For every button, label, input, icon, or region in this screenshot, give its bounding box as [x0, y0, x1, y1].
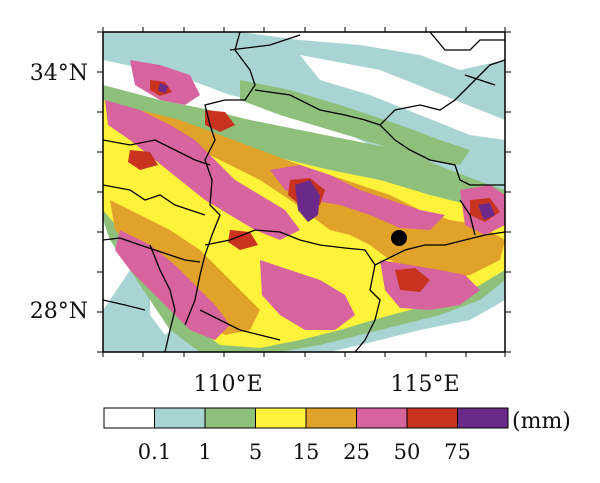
legend-color-bar	[103, 407, 509, 429]
legend-swatch-3	[255, 407, 307, 429]
axis-ticks	[97, 27, 511, 357]
legend: 0.1 1 5 15 25 50 75 (mm)	[103, 407, 571, 464]
legend-threshold-labels: 0.1 1 5 15 25 50 75	[138, 440, 471, 464]
lat-label-28n: 28°N	[30, 299, 88, 324]
legend-unit: (mm)	[512, 409, 571, 434]
province-borders	[103, 32, 505, 352]
legend-swatch-0	[103, 407, 155, 429]
legend-swatch-5	[356, 407, 408, 429]
legend-label-2: 5	[249, 440, 262, 464]
legend-swatch-6	[406, 407, 458, 429]
rain-over-75mm	[158, 83, 495, 222]
legend-label-4: 25	[343, 440, 370, 464]
location-dot-icon	[391, 230, 407, 246]
lon-label-110e: 110°E	[193, 372, 262, 397]
legend-label-5: 50	[394, 440, 421, 464]
map-frame	[102, 31, 506, 353]
legend-swatch-2	[204, 407, 256, 429]
lat-label-34n: 34°N	[30, 61, 88, 86]
legend-swatch-7	[457, 407, 509, 429]
legend-label-3: 15	[293, 440, 320, 464]
legend-swatch-4	[305, 407, 357, 429]
precipitation-field	[103, 32, 505, 352]
legend-label-0: 0.1	[138, 440, 171, 464]
lon-label-115e: 115°E	[390, 372, 459, 397]
legend-swatch-1	[154, 407, 206, 429]
legend-label-1: 1	[198, 440, 211, 464]
legend-label-6: 75	[444, 440, 471, 464]
